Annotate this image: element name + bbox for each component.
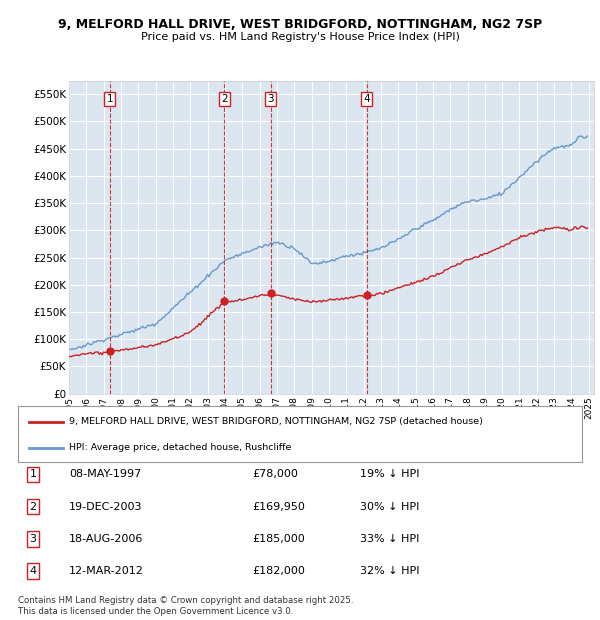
Text: 18-AUG-2006: 18-AUG-2006: [69, 534, 143, 544]
Text: 19-DEC-2003: 19-DEC-2003: [69, 502, 143, 512]
Text: 30% ↓ HPI: 30% ↓ HPI: [360, 502, 419, 512]
Text: £185,000: £185,000: [252, 534, 305, 544]
Text: 08-MAY-1997: 08-MAY-1997: [69, 469, 141, 479]
Text: £78,000: £78,000: [252, 469, 298, 479]
Text: 3: 3: [29, 534, 37, 544]
Text: 32% ↓ HPI: 32% ↓ HPI: [360, 566, 419, 576]
Text: 9, MELFORD HALL DRIVE, WEST BRIDGFORD, NOTTINGHAM, NG2 7SP (detached house): 9, MELFORD HALL DRIVE, WEST BRIDGFORD, N…: [69, 417, 482, 426]
Text: 4: 4: [364, 94, 370, 104]
Text: 4: 4: [29, 566, 37, 576]
Text: 3: 3: [267, 94, 274, 104]
Text: 19% ↓ HPI: 19% ↓ HPI: [360, 469, 419, 479]
Text: Price paid vs. HM Land Registry's House Price Index (HPI): Price paid vs. HM Land Registry's House …: [140, 32, 460, 42]
Text: 1: 1: [107, 94, 113, 104]
Text: 2: 2: [221, 94, 228, 104]
Text: Contains HM Land Registry data © Crown copyright and database right 2025.
This d: Contains HM Land Registry data © Crown c…: [18, 596, 353, 616]
Text: 2: 2: [29, 502, 37, 512]
Text: 1: 1: [29, 469, 37, 479]
Text: 33% ↓ HPI: 33% ↓ HPI: [360, 534, 419, 544]
Text: £169,950: £169,950: [252, 502, 305, 512]
Text: 9, MELFORD HALL DRIVE, WEST BRIDGFORD, NOTTINGHAM, NG2 7SP: 9, MELFORD HALL DRIVE, WEST BRIDGFORD, N…: [58, 19, 542, 31]
Text: 12-MAR-2012: 12-MAR-2012: [69, 566, 144, 576]
Text: £182,000: £182,000: [252, 566, 305, 576]
Text: HPI: Average price, detached house, Rushcliffe: HPI: Average price, detached house, Rush…: [69, 443, 291, 453]
